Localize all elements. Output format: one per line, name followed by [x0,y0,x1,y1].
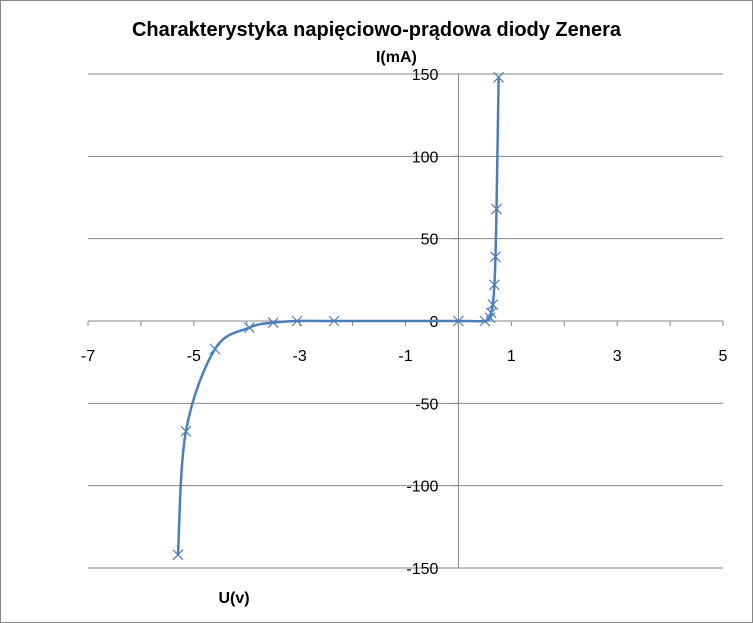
data-point-marker [291,315,303,327]
y-tick-label: 150 [412,67,439,84]
y-tick-label: -150 [406,561,438,578]
data-point-marker [267,317,279,329]
data-point-marker [172,549,184,561]
x-tick-label: -7 [81,348,95,365]
x-tick-label: 1 [507,348,516,365]
data-point-marker [479,315,491,327]
data-point-marker [209,343,221,355]
marker-stroke [490,251,501,263]
marker-stroke [243,322,255,334]
x-tick-label: -5 [187,348,201,365]
marker-stroke [267,317,279,329]
data-point-marker [487,299,499,310]
data-point-marker [493,71,505,83]
marker-stroke [493,71,505,83]
marker-stroke [328,315,340,327]
x-tick-label: 3 [613,348,622,365]
marker-stroke [485,307,497,319]
x-tick-label: -1 [398,348,412,365]
marker-stroke [487,299,499,310]
marker-stroke [479,315,491,327]
y-tick-label: 50 [421,232,439,249]
data-point-marker [490,251,501,263]
x-tick-label: -3 [293,348,307,365]
marker-stroke [209,343,221,355]
data-point-marker [488,279,500,291]
data-point-marker [243,322,255,334]
data-point-marker [452,315,464,327]
x-tick-label: 5 [719,348,728,365]
y-tick-label: 100 [412,149,439,166]
y-tick-label: -50 [415,396,438,413]
marker-stroke [452,315,464,327]
data-point-marker [328,315,340,327]
y-tick-label: 0 [430,314,439,331]
marker-stroke [291,315,303,327]
data-point-marker [491,203,502,215]
data-point-marker [180,425,192,437]
chart-title: Charakterystyka napięciowo-prądowa diody… [131,19,622,41]
marker-stroke [172,549,184,561]
y-tick-label: -100 [406,479,438,496]
marker-stroke [180,425,192,437]
x-axis-title: U(v) [218,590,249,607]
marker-stroke [488,279,500,291]
y-axis-title: I(mA) [376,49,417,66]
marker-stroke [491,203,502,215]
